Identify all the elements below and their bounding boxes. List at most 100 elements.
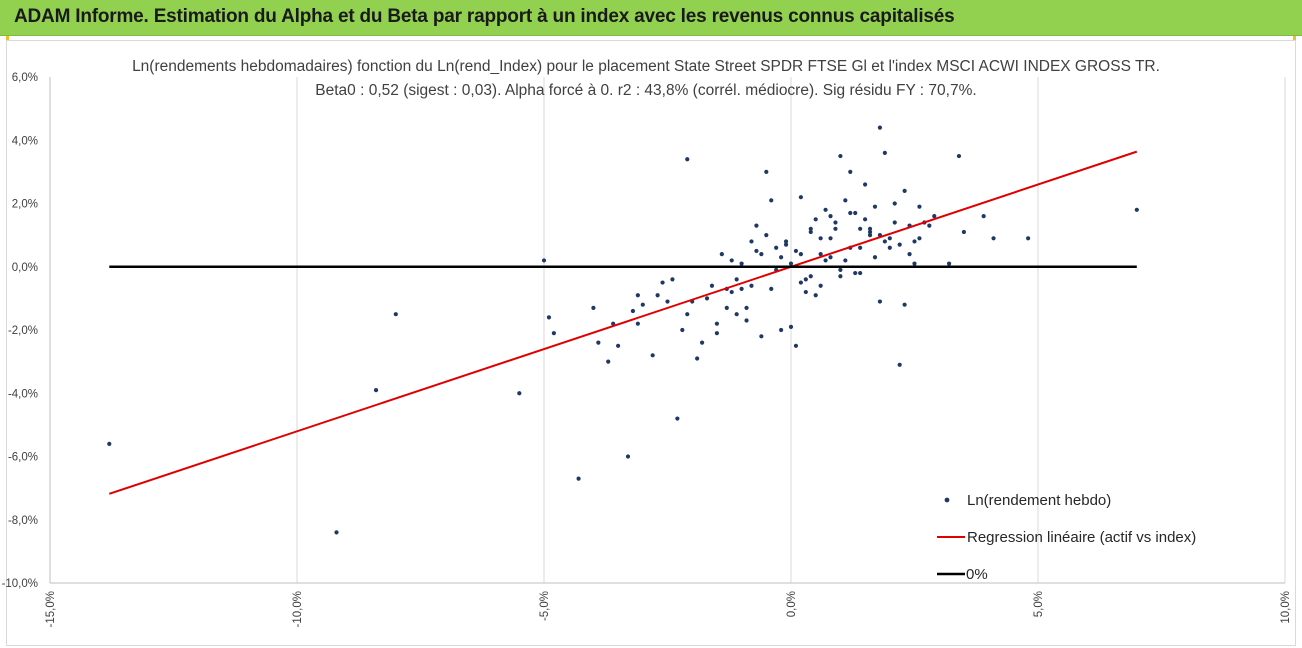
- x-tick-label: 10,0%: [1280, 591, 1292, 624]
- banner-corner-mark-left: [6, 36, 9, 40]
- data-point: [843, 258, 848, 263]
- data-point: [912, 261, 917, 266]
- data-point: [764, 233, 769, 238]
- data-point: [897, 242, 902, 247]
- data-point: [843, 198, 848, 203]
- data-point: [635, 293, 640, 298]
- data-point: [680, 327, 685, 333]
- chart-area[interactable]: [6, 40, 1296, 646]
- data-point: [867, 233, 873, 238]
- data-point: [334, 530, 339, 535]
- scatter-series: [107, 125, 1139, 535]
- data-point: [1026, 236, 1031, 241]
- y-tick-label: -6,0%: [8, 452, 38, 464]
- data-point: [858, 226, 863, 231]
- data-point: [813, 217, 818, 222]
- data-point: [744, 305, 749, 310]
- data-point: [798, 280, 803, 285]
- data-point: [887, 236, 892, 241]
- data-point: [803, 289, 808, 295]
- data-point: [808, 226, 813, 231]
- x-tick-label: 5,0%: [1033, 591, 1045, 617]
- data-point: [818, 283, 823, 288]
- data-point: [833, 226, 838, 231]
- data-point: [818, 252, 823, 257]
- data-series: [107, 125, 1139, 535]
- data-point: [838, 153, 843, 159]
- data-point: [793, 343, 799, 348]
- data-point: [828, 214, 833, 219]
- data-point: [685, 157, 690, 162]
- data-point: [714, 331, 720, 336]
- data-point: [779, 327, 784, 333]
- data-point: [991, 236, 996, 241]
- data-point: [719, 252, 724, 257]
- data-point: [660, 280, 665, 285]
- data-point: [872, 204, 878, 209]
- data-point: [606, 359, 611, 364]
- data-point: [848, 210, 853, 216]
- data-point: [665, 299, 670, 304]
- data-point: [754, 223, 759, 228]
- data-point: [798, 195, 803, 200]
- data-point: [650, 353, 655, 358]
- data-point: [1134, 207, 1139, 212]
- data-point: [838, 274, 843, 279]
- data-point: [932, 214, 937, 219]
- data-point: [863, 217, 868, 222]
- data-point: [734, 277, 739, 282]
- data-point: [774, 245, 779, 250]
- data-point: [699, 340, 705, 345]
- chart-title-line: Beta0 : 0,52 (sigest : 0,03). Alpha forc…: [315, 82, 976, 99]
- data-point: [823, 207, 828, 212]
- data-point: [729, 258, 734, 263]
- axes: -10,0% -8,0% -6,0% -4,0% -2,0% 0,0% 2,0% 4,0% 6,…: [2, 72, 1292, 627]
- data-point: [724, 305, 729, 310]
- data-point: [877, 125, 883, 130]
- data-point: [867, 226, 873, 231]
- data-point: [685, 312, 690, 317]
- data-point: [808, 229, 813, 235]
- data-point: [754, 248, 759, 254]
- regression-line: [108, 150, 1138, 495]
- data-point: [749, 239, 754, 244]
- data-point: [833, 220, 838, 225]
- data-point: [616, 343, 621, 348]
- chart-title-line: Ln(rendements hebdomadaires) fonction du…: [132, 58, 1160, 75]
- legend[interactable]: Ln(rendement hebdo) Regression linéaire (…: [937, 492, 1196, 583]
- legend-marker-points: [944, 497, 950, 503]
- data-point: [625, 454, 631, 459]
- data-point: [759, 334, 764, 339]
- header-banner: ADAM Informe. Estimation du Alpha et du …: [0, 0, 1302, 36]
- data-point: [808, 274, 813, 279]
- data-point: [739, 261, 744, 266]
- data-point: [803, 277, 808, 282]
- y-tick-label: 2,0%: [12, 199, 38, 211]
- data-point: [714, 321, 720, 326]
- data-point: [877, 299, 883, 304]
- data-point: [596, 340, 601, 345]
- data-point: [749, 283, 754, 288]
- data-point: [902, 188, 907, 193]
- data-point: [798, 252, 803, 257]
- data-point: [961, 229, 967, 235]
- data-point: [867, 229, 873, 235]
- y-tick-label: -4,0%: [8, 388, 38, 400]
- data-point: [788, 261, 794, 266]
- data-point: [818, 236, 823, 241]
- data-point: [769, 286, 774, 291]
- data-point: [541, 258, 547, 263]
- data-point: [675, 416, 680, 421]
- data-point: [764, 169, 769, 174]
- data-point: [591, 305, 596, 310]
- data-point: [892, 201, 897, 206]
- legend-label: 0%: [966, 566, 988, 583]
- data-point: [956, 153, 962, 159]
- data-point: [788, 324, 794, 329]
- y-tick-label: -2,0%: [8, 325, 38, 337]
- data-point: [734, 312, 739, 317]
- data-point: [517, 391, 522, 396]
- data-point: [546, 315, 552, 320]
- report-title: ADAM Informe. Estimation du Alpha et du …: [14, 6, 955, 27]
